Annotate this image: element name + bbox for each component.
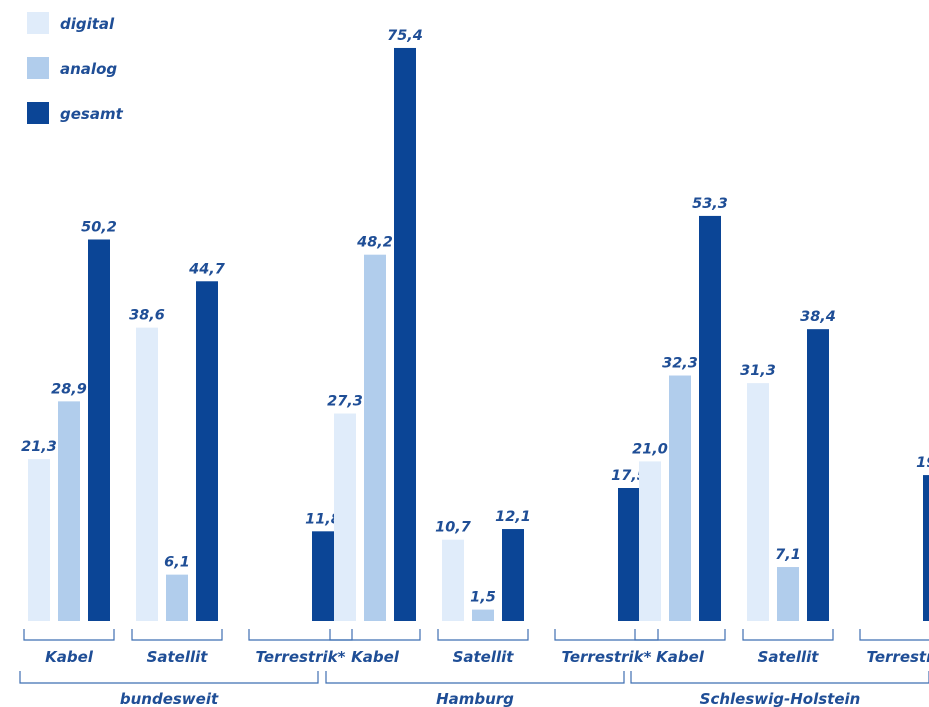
category-bracket <box>248 629 353 641</box>
category-bracket <box>554 629 659 641</box>
value-label-digital: 21,3 <box>21 439 57 455</box>
legend-label-analog: analog <box>60 60 117 78</box>
value-label-gesamt: 11,8 <box>305 511 341 527</box>
value-label-gesamt: 44,7 <box>188 261 226 277</box>
bar-hamburg-satellit-analog <box>472 609 494 621</box>
legend-swatch-gesamt <box>27 102 49 124</box>
bar-schleswig-holstein-kabel-gesamt <box>699 215 721 622</box>
group-label: Schleswig-Holstein <box>700 690 861 707</box>
value-label-gesamt: 50,2 <box>81 219 117 235</box>
value-label-gesamt: 38,4 <box>800 309 836 325</box>
value-label-digital: 31,3 <box>740 363 776 379</box>
bar-bundesweit-satellit-digital <box>136 327 158 621</box>
value-label-digital: 21,0 <box>632 441 668 457</box>
category-label: Satellit <box>147 648 209 666</box>
bar-bundesweit-kabel-digital <box>28 459 50 621</box>
bar-schleswig-holstein-terrestrik-gesamt <box>923 475 929 621</box>
bar-hamburg-kabel-analog <box>364 254 386 621</box>
legend-label-gesamt: gesamt <box>60 105 124 123</box>
category-label: Kabel <box>45 648 94 666</box>
value-label-analog: 32,3 <box>662 356 698 372</box>
category-bracket <box>859 629 929 641</box>
category-label: Terrestrik* <box>867 648 929 666</box>
value-label-analog: 28,9 <box>51 381 87 397</box>
value-label-digital: 27,3 <box>327 394 363 410</box>
value-label-analog: 6,1 <box>164 555 190 571</box>
bar-schleswig-holstein-satellit-gesamt <box>807 329 829 621</box>
group-bracket <box>630 671 929 684</box>
bar-bundesweit-kabel-analog <box>58 401 80 621</box>
legend-swatch-digital <box>27 12 49 34</box>
value-label-gesamt: 75,4 <box>387 28 423 44</box>
bar-schleswig-holstein-satellit-digital <box>747 383 769 621</box>
group-label: Hamburg <box>436 690 514 707</box>
value-label-gesamt: 17,5 <box>611 468 647 484</box>
bar-hamburg-satellit-gesamt <box>502 529 524 621</box>
category-label: Kabel <box>351 648 400 666</box>
legend-label-digital: digital <box>60 15 115 33</box>
value-label-gesamt: 19,2 <box>916 455 929 471</box>
bar-hamburg-kabel-digital <box>334 413 356 621</box>
value-label-gesamt: 53,3 <box>692 196 728 212</box>
bar-hamburg-terrestrik-gesamt <box>618 488 640 621</box>
category-label: Kabel <box>656 648 705 666</box>
category-bracket <box>131 629 223 641</box>
bar-bundesweit-satellit-analog <box>166 574 188 621</box>
bar-schleswig-holstein-kabel-analog <box>669 375 691 621</box>
value-label-analog: 7,1 <box>775 547 801 563</box>
bar-bundesweit-kabel-gesamt <box>88 239 110 622</box>
group-bracket <box>325 671 625 684</box>
value-label-digital: 38,6 <box>129 308 165 324</box>
category-bracket <box>634 629 726 641</box>
group-bracket <box>19 671 319 684</box>
group-label: bundesweit <box>120 690 219 707</box>
category-bracket <box>23 629 115 641</box>
bar-hamburg-kabel-gesamt <box>394 47 416 621</box>
bar-schleswig-holstein-kabel-digital <box>639 461 661 621</box>
category-bracket <box>437 629 529 641</box>
legend-swatch-analog <box>27 57 49 79</box>
bar-hamburg-satellit-digital <box>442 539 464 621</box>
category-label: Terrestrik* <box>562 648 652 666</box>
value-label-analog: 1,5 <box>470 590 496 606</box>
category-label: Satellit <box>758 648 820 666</box>
bar-schleswig-holstein-satellit-analog <box>777 567 799 621</box>
bar-bundesweit-satellit-gesamt <box>196 281 218 621</box>
category-bracket <box>329 629 421 641</box>
value-label-gesamt: 12,1 <box>495 509 531 525</box>
category-label: Terrestrik* <box>256 648 346 666</box>
category-bracket <box>742 629 834 641</box>
value-label-digital: 10,7 <box>435 520 472 536</box>
bar-bundesweit-terrestrik-gesamt <box>312 531 334 621</box>
value-label-analog: 48,2 <box>356 235 393 251</box>
category-label: Satellit <box>453 648 515 666</box>
